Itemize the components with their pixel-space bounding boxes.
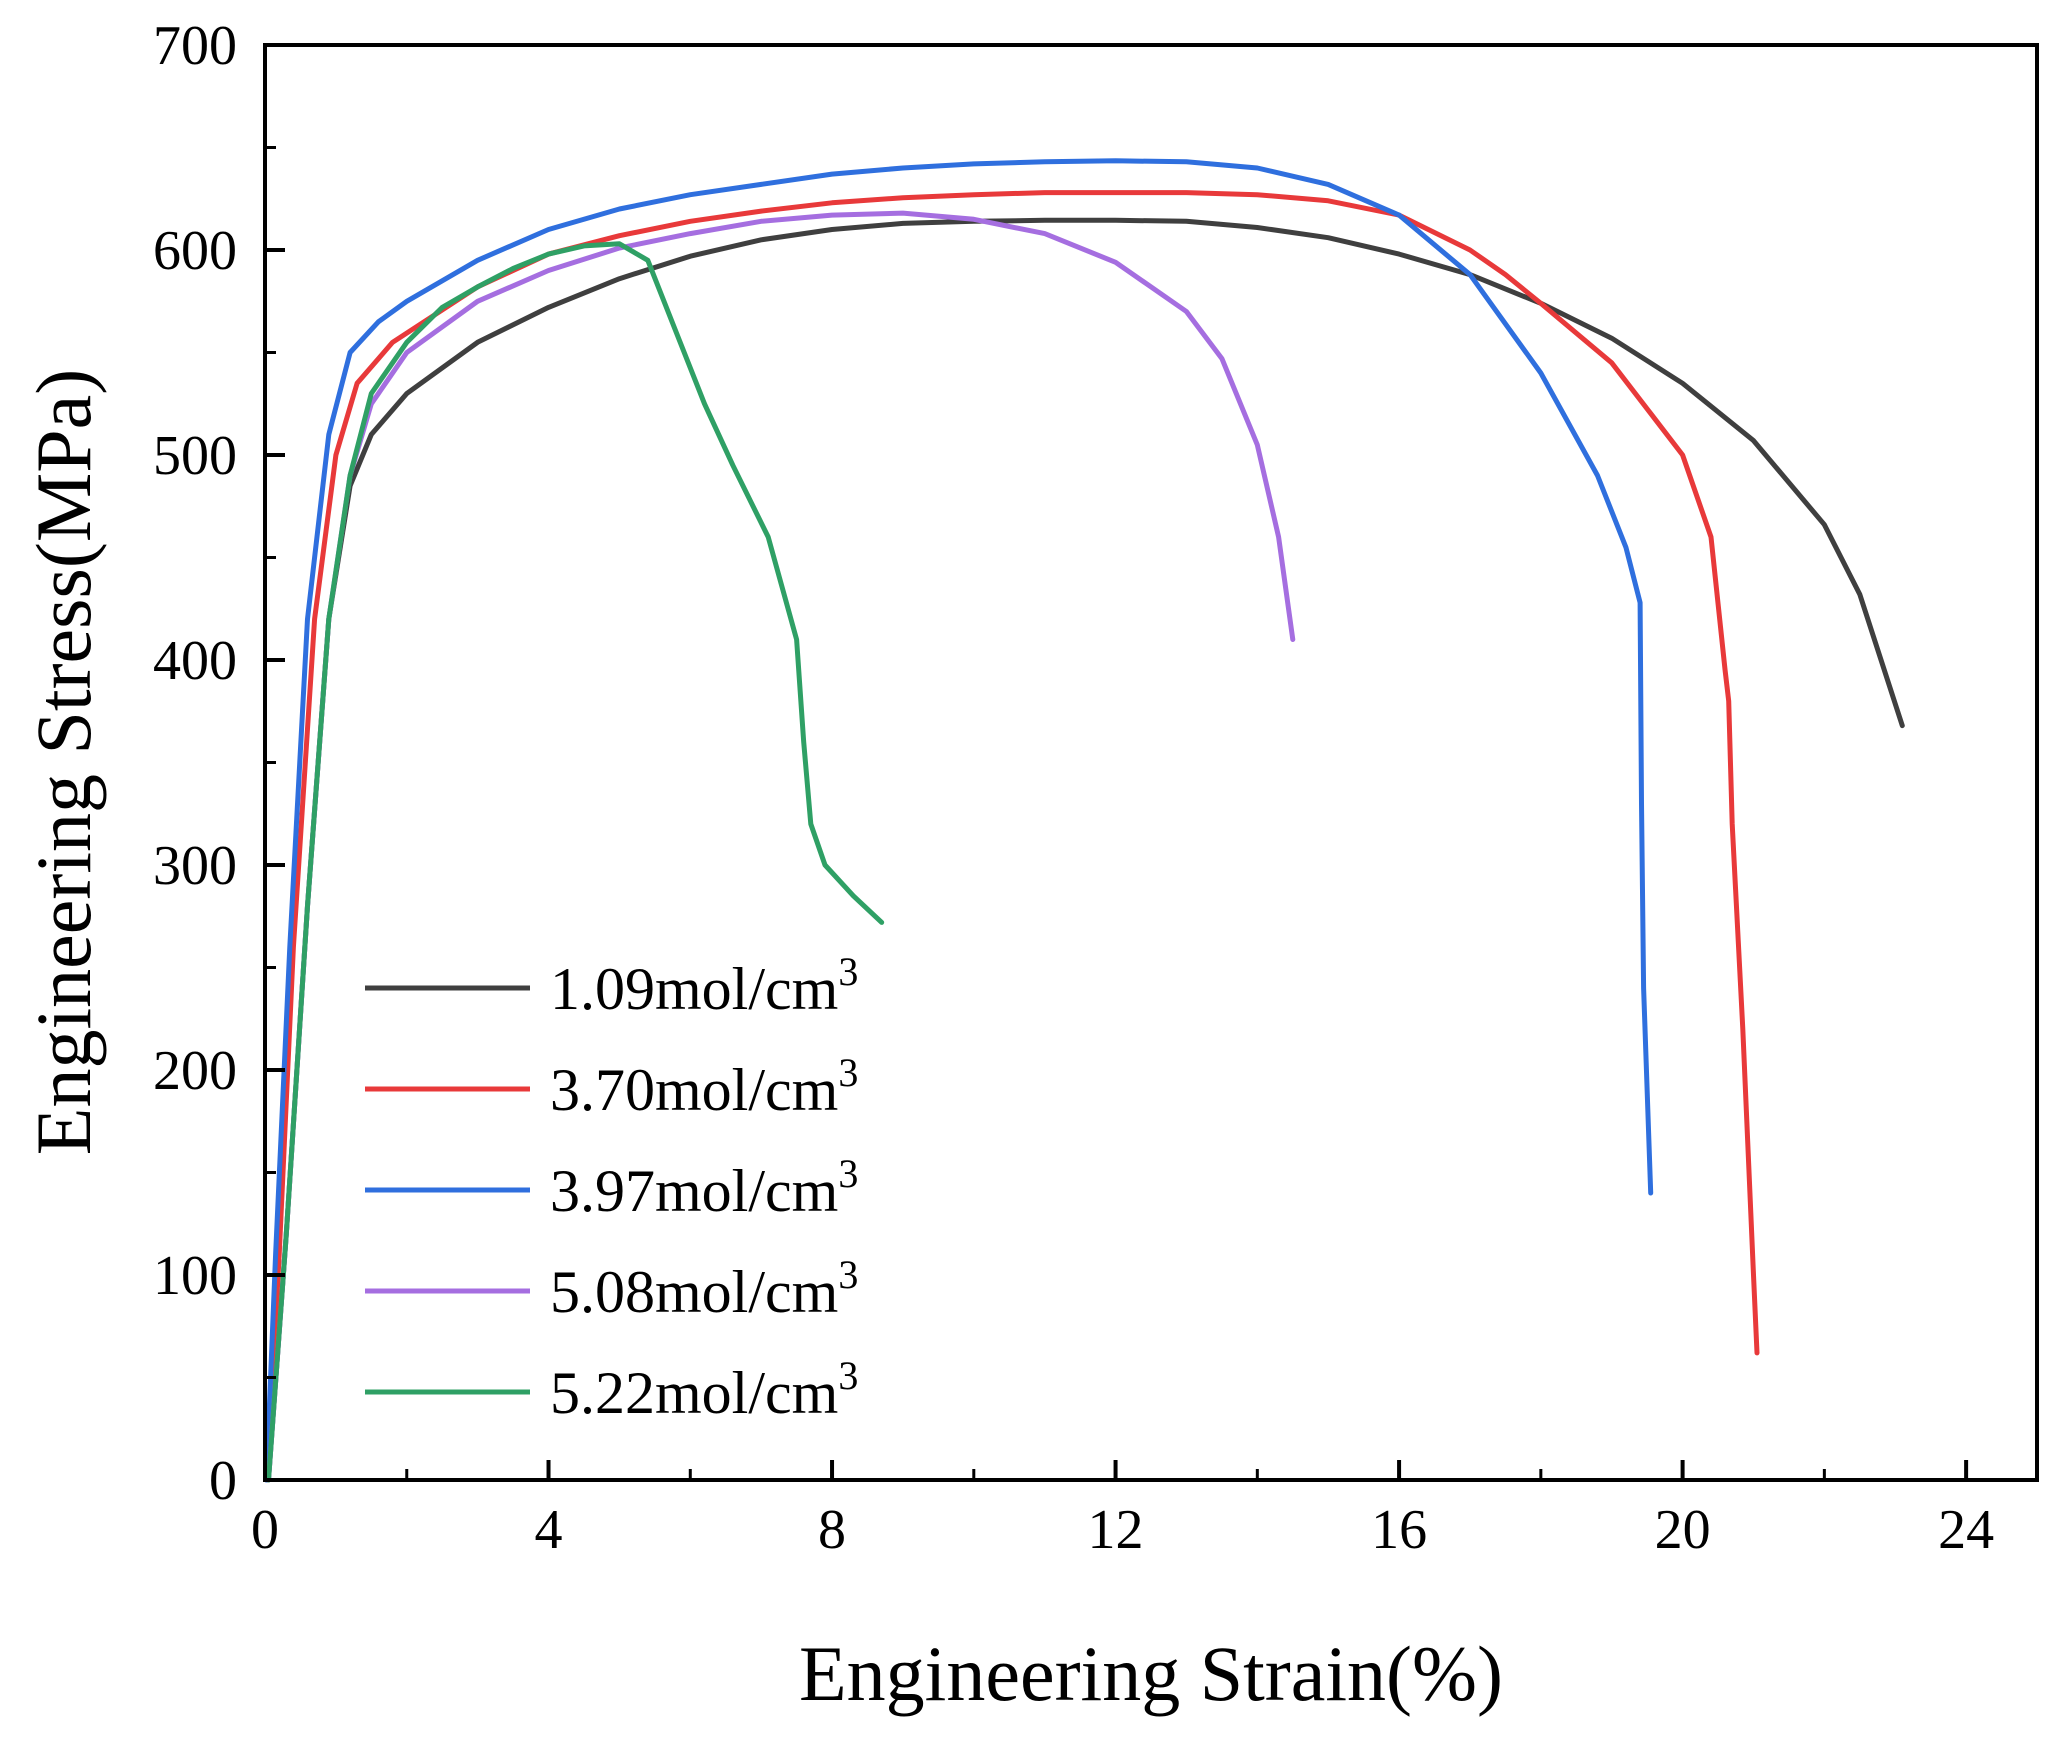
x-tick-label: 12 <box>1088 1499 1144 1561</box>
series-line-5 <box>266 241 885 1483</box>
legend: 1.09mol/cm3 3.70mol/cm3 3.97mol/cm3 5.08mol… <box>365 949 858 1426</box>
y-tick-label: 200 <box>153 1040 237 1102</box>
y-axis-label: Engineering Stress(MPa) <box>20 369 107 1155</box>
y-tick-label: 100 <box>153 1245 237 1307</box>
x-tick-label: 24 <box>1938 1499 1994 1561</box>
legend-label-5: 5.22mol/cm3 <box>550 1353 858 1426</box>
y-tick-label: 700 <box>153 15 237 77</box>
legend-label-2: 3.70mol/cm3 <box>550 1050 858 1123</box>
y-tick-label: 400 <box>153 630 237 692</box>
series-line-3 <box>263 158 1654 1483</box>
chart-series-group <box>263 158 1905 1483</box>
x-axis-label: Engineering Strain(%) <box>799 1630 1503 1717</box>
x-tick-label: 4 <box>535 1499 563 1561</box>
x-tick-label: 0 <box>251 1499 279 1561</box>
axis-ticks-group: 0 4 8 12 16 20 24 0 100 200 300 400 500 600 700 <box>153 15 1994 1561</box>
y-tick-label: 600 <box>153 220 237 282</box>
x-tick-label: 16 <box>1371 1499 1427 1561</box>
y-tick-label: 300 <box>153 835 237 897</box>
x-tick-label: 8 <box>818 1499 846 1561</box>
legend-label-3: 3.97mol/cm3 <box>550 1151 858 1224</box>
y-tick-label: 0 <box>209 1450 237 1512</box>
legend-label-1: 1.09mol/cm3 <box>550 949 858 1022</box>
series-line-2 <box>264 190 1760 1483</box>
x-tick-label: 20 <box>1655 1499 1711 1561</box>
legend-label-4: 5.08mol/cm3 <box>550 1252 858 1325</box>
y-tick-label: 500 <box>153 425 237 487</box>
